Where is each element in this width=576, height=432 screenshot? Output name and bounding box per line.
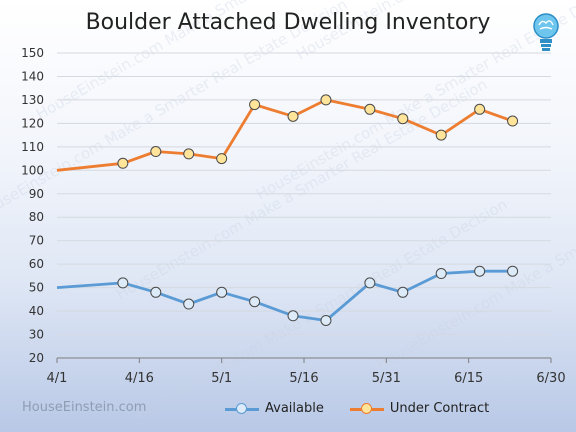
data-point-available bbox=[320, 314, 332, 326]
x-tick-label: 4/1 bbox=[47, 371, 68, 386]
watermark-layer: HouseEinstein.com Make a Smarter Real Es… bbox=[0, 0, 576, 423]
data-point-available bbox=[183, 298, 195, 310]
legend-item-available: Available bbox=[225, 401, 324, 416]
y-tick-label: 30 bbox=[29, 328, 44, 342]
y-tick-label: 100 bbox=[21, 163, 44, 177]
chart-title: Boulder Attached Dwelling Inventory bbox=[85, 10, 491, 35]
y-tick-label: 80 bbox=[29, 210, 44, 224]
y-tick-label: 150 bbox=[21, 46, 44, 60]
y-tick-label: 20 bbox=[29, 351, 44, 365]
data-point-available bbox=[364, 277, 376, 289]
x-tick-label: 5/1 bbox=[211, 371, 232, 386]
brand-label: HouseEinstein.com bbox=[22, 400, 147, 415]
y-tick-label: 90 bbox=[29, 187, 44, 201]
data-point-under-contract bbox=[117, 157, 129, 169]
y-tick-label: 120 bbox=[21, 116, 44, 130]
x-tick-label: 4/16 bbox=[125, 371, 154, 386]
data-point-available bbox=[287, 310, 299, 322]
data-point-under-contract bbox=[364, 103, 376, 115]
data-point-under-contract bbox=[320, 94, 332, 106]
y-tick-label: 60 bbox=[29, 257, 44, 271]
data-point-available bbox=[117, 277, 129, 289]
y-tick-label: 40 bbox=[29, 304, 44, 318]
data-point-under-contract bbox=[249, 99, 261, 111]
y-tick-label: 70 bbox=[29, 234, 44, 248]
data-point-under-contract bbox=[150, 146, 162, 158]
data-point-under-contract bbox=[397, 113, 409, 125]
axes: 20 30 40 50 60 70 80 90 100 110 120 130 140 150 4/1 4/1… bbox=[21, 46, 566, 386]
legend-swatch-under-contract bbox=[349, 402, 384, 415]
legend-label-under-contract: Under Contract bbox=[389, 401, 490, 416]
data-point-under-contract bbox=[216, 153, 228, 165]
legend-item-under-contract: Under Contract bbox=[349, 401, 490, 416]
data-point-under-contract bbox=[474, 103, 486, 115]
series-layer bbox=[56, 94, 519, 326]
data-point-under-contract bbox=[507, 115, 519, 127]
y-tick-label: 50 bbox=[29, 281, 44, 295]
data-point-available bbox=[435, 268, 447, 280]
lightbulb-brain-icon bbox=[533, 13, 559, 51]
legend: Available Under Contract bbox=[225, 401, 489, 416]
data-point-under-contract bbox=[435, 129, 447, 141]
y-tick-label: 140 bbox=[21, 69, 44, 83]
legend-label-available: Available bbox=[265, 401, 324, 416]
data-point-available bbox=[474, 265, 486, 277]
data-point-under-contract bbox=[287, 110, 299, 122]
x-tick-label: 6/30 bbox=[536, 371, 565, 386]
data-point-available bbox=[150, 286, 162, 298]
x-tick-label: 5/31 bbox=[372, 371, 401, 386]
x-tick-label: 6/15 bbox=[454, 371, 483, 386]
y-tick-label: 130 bbox=[21, 93, 44, 107]
data-point-available bbox=[249, 296, 261, 308]
data-point-available bbox=[216, 286, 228, 298]
data-point-available bbox=[397, 286, 409, 298]
data-point-available bbox=[507, 265, 519, 277]
x-tick-label: 5/16 bbox=[289, 371, 318, 386]
data-point-under-contract bbox=[183, 148, 195, 160]
y-tick-label: 110 bbox=[21, 140, 44, 154]
legend-swatch-available bbox=[225, 402, 259, 415]
